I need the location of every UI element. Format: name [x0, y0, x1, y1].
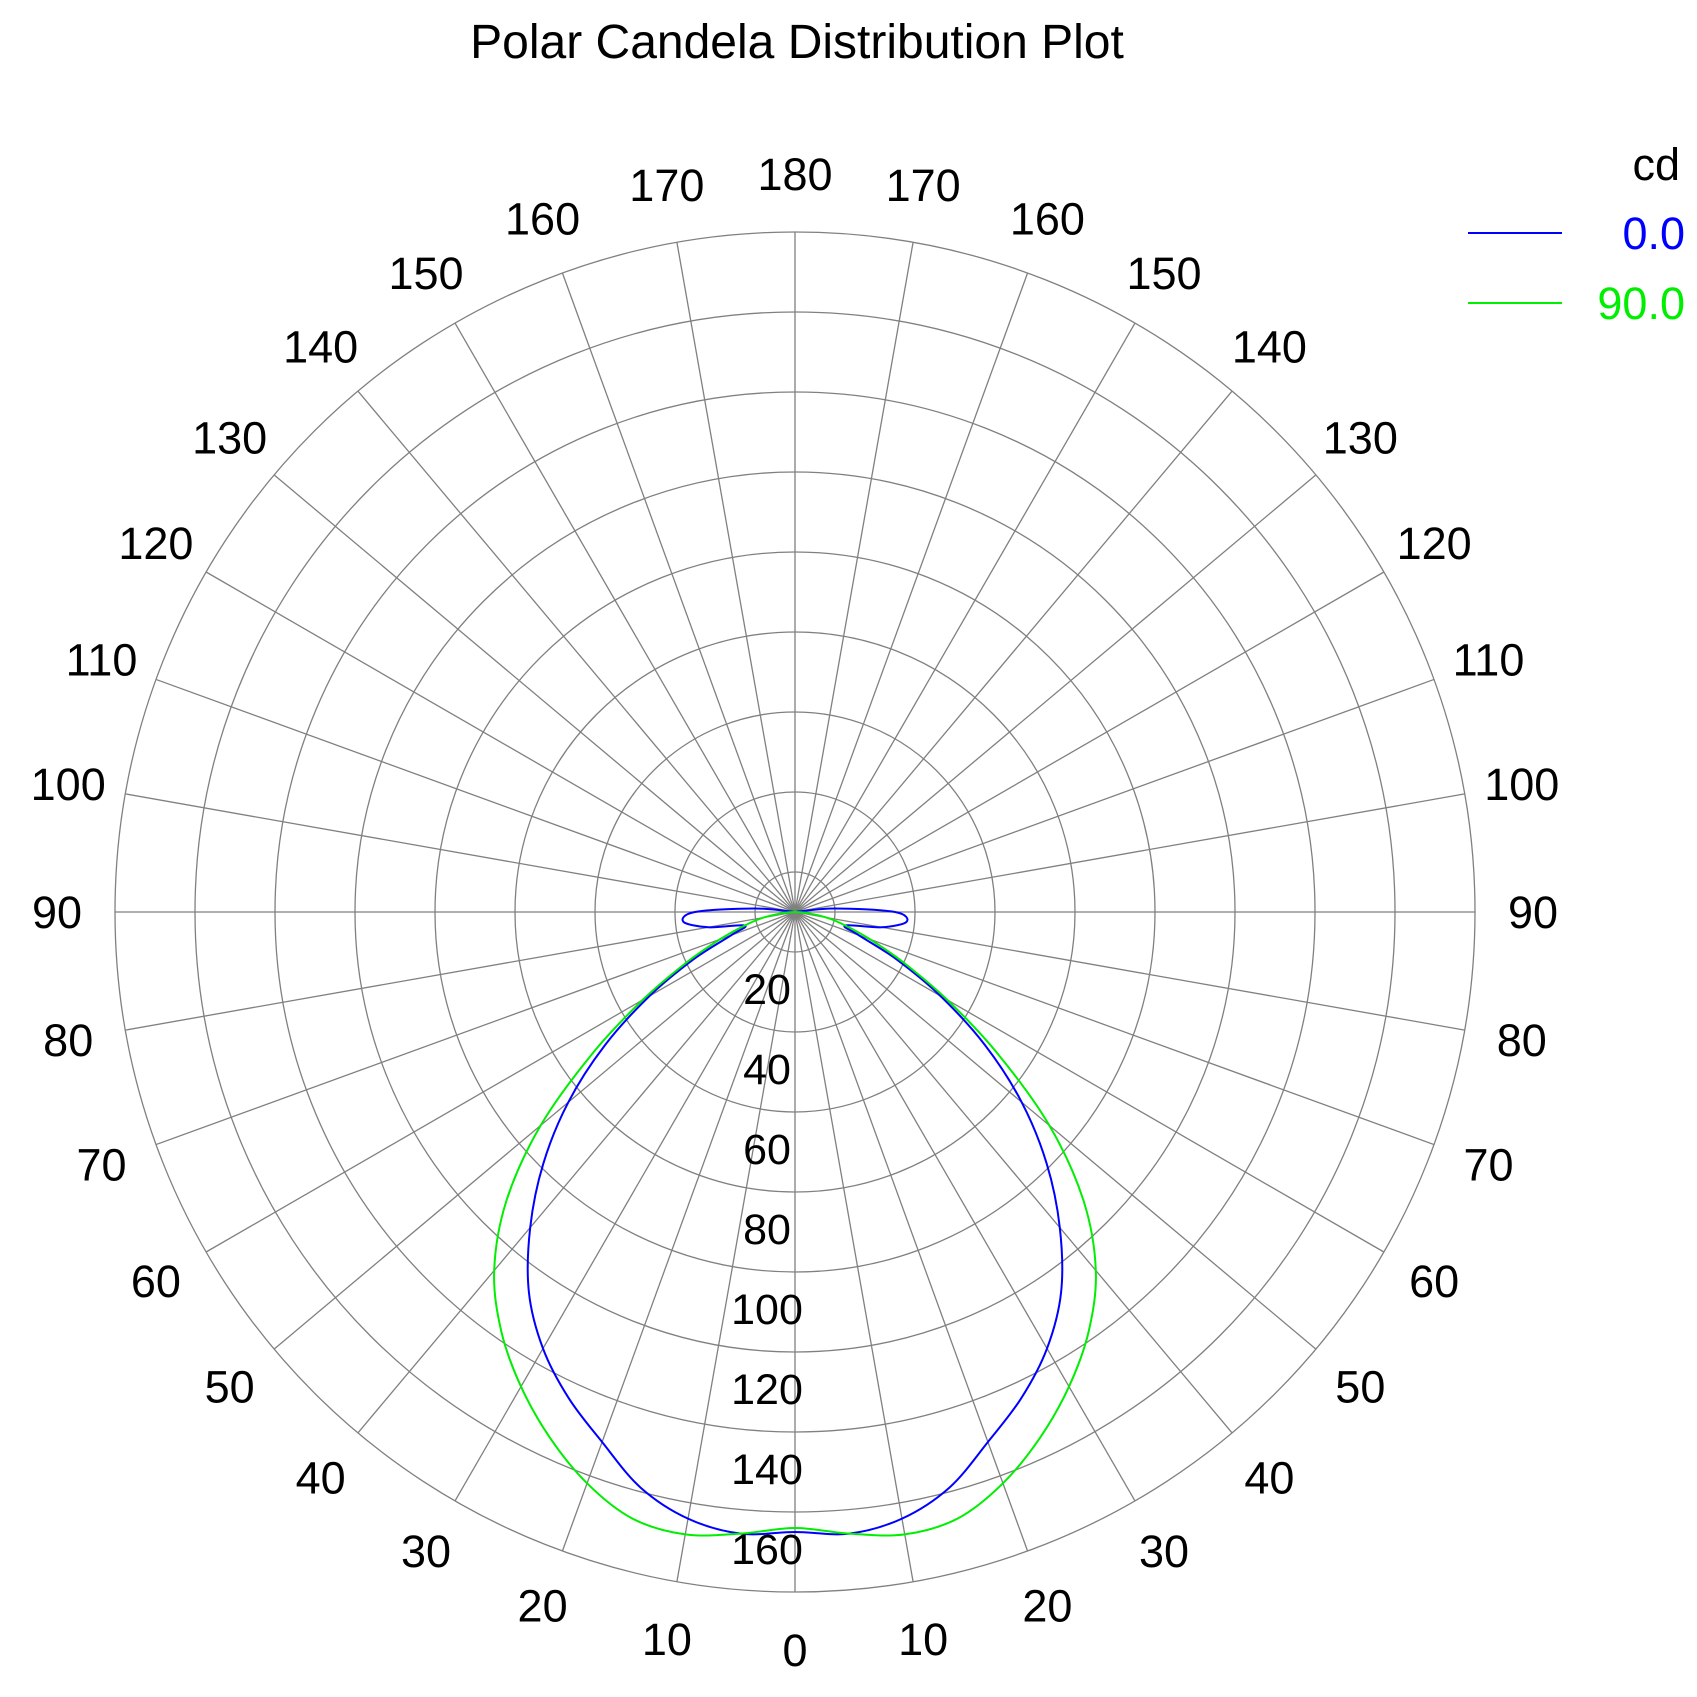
angle-label-left-80: 80 — [43, 1015, 93, 1066]
angle-label-right-90: 90 — [1508, 887, 1558, 938]
legend-label-1: 90.0 — [1597, 278, 1685, 329]
legend-unit-label: cd — [1632, 139, 1680, 190]
radial-tick-160: 160 — [731, 1526, 803, 1574]
series-curve-0 — [526, 907, 1064, 1536]
grid-spoke-120 — [794, 571, 1385, 913]
angle-label-left-170: 170 — [629, 160, 704, 211]
angle-label-right-10: 10 — [898, 1614, 948, 1665]
angle-label-left-180: 180 — [757, 149, 832, 200]
angle-label-left-30: 30 — [401, 1526, 451, 1577]
angle-label-left-0: 0 — [782, 1625, 807, 1676]
grid-spoke-260 — [125, 793, 796, 913]
radial-tick-60: 60 — [743, 1126, 791, 1174]
grid-spoke-170 — [794, 242, 914, 913]
grid-spoke-50 — [794, 911, 1317, 1350]
grid-spoke-20 — [794, 911, 1029, 1552]
grid-spoke-340 — [561, 911, 796, 1552]
grid-spoke-60 — [794, 911, 1385, 1253]
angle-label-right-170: 170 — [886, 160, 961, 211]
grid-spoke-130 — [794, 474, 1317, 913]
radial-tick-labels: 20 40 60 80 100 120 140 160 — [731, 966, 803, 1574]
grid-spoke-70 — [794, 911, 1435, 1146]
angle-label-right-140: 140 — [1232, 322, 1307, 373]
legend: cd 0.0 90.0 — [1468, 139, 1685, 329]
angle-label-right-160: 160 — [1010, 194, 1085, 245]
angle-label-left-100: 100 — [31, 759, 106, 810]
grid-spokes — [115, 232, 1475, 1592]
grid-spoke-350 — [676, 911, 796, 1582]
grid-spoke-330 — [454, 911, 796, 1502]
angle-label-right-130: 130 — [1323, 413, 1398, 464]
grid-spoke-40 — [794, 911, 1233, 1434]
grid-spoke-140 — [794, 390, 1233, 913]
grid-spoke-320 — [357, 911, 796, 1434]
angle-label-left-160: 160 — [505, 194, 580, 245]
angle-label-left-90: 90 — [32, 887, 82, 938]
radial-tick-40: 40 — [743, 1046, 791, 1094]
grid-spoke-290 — [155, 911, 796, 1146]
radial-tick-100: 100 — [731, 1286, 803, 1334]
angle-label-right-70: 70 — [1463, 1139, 1513, 1190]
grid-spoke-220 — [357, 390, 796, 913]
angle-label-right-20: 20 — [1022, 1580, 1072, 1631]
radial-tick-80: 80 — [743, 1206, 791, 1254]
angle-label-left-40: 40 — [296, 1452, 346, 1503]
angle-label-left-60: 60 — [131, 1256, 181, 1307]
angle-label-left-120: 120 — [118, 518, 193, 569]
angle-label-right-30: 30 — [1139, 1526, 1189, 1577]
angle-label-right-50: 50 — [1335, 1361, 1385, 1412]
series-curve-1 — [493, 910, 1097, 1537]
angle-label-left-150: 150 — [388, 248, 463, 299]
grid-spoke-240 — [205, 571, 796, 913]
radial-tick-140: 140 — [731, 1446, 803, 1494]
grid-spoke-200 — [561, 272, 796, 913]
angle-label-right-40: 40 — [1244, 1452, 1294, 1503]
angle-label-left-130: 130 — [192, 413, 267, 464]
grid-spoke-160 — [794, 272, 1029, 913]
angle-label-right-60: 60 — [1409, 1256, 1459, 1307]
series-curves — [493, 907, 1097, 1537]
angle-label-left-140: 140 — [283, 322, 358, 373]
grid-spoke-150 — [794, 322, 1136, 913]
grid-spoke-100 — [794, 793, 1465, 913]
angle-label-right-150: 150 — [1126, 248, 1201, 299]
radial-tick-20: 20 — [743, 966, 791, 1014]
angle-label-right-80: 80 — [1497, 1015, 1547, 1066]
grid-spoke-30 — [794, 911, 1136, 1502]
angle-label-left-70: 70 — [76, 1139, 126, 1190]
grid-spoke-300 — [205, 911, 796, 1253]
angle-label-right-110: 110 — [1453, 635, 1525, 686]
grid-spoke-210 — [454, 322, 796, 913]
chart-title: Polar Candela Distribution Plot — [470, 16, 1124, 69]
angle-label-right-100: 100 — [1484, 759, 1559, 810]
grid-spoke-250 — [155, 678, 796, 913]
legend-label-0: 0.0 — [1622, 208, 1685, 259]
grid-spoke-110 — [794, 678, 1435, 913]
grid-spoke-230 — [273, 474, 796, 913]
radial-tick-120: 120 — [731, 1366, 803, 1414]
grid-spoke-80 — [794, 911, 1465, 1031]
angle-label-left-10: 10 — [642, 1614, 692, 1665]
angle-label-left-50: 50 — [205, 1361, 255, 1412]
angle-label-left-20: 20 — [518, 1580, 568, 1631]
grid-spoke-190 — [676, 242, 796, 913]
angle-label-left-110: 110 — [66, 635, 138, 686]
grid-spoke-10 — [794, 911, 914, 1582]
angle-labels: 0 10 20 30 40 50 60 70 80 90 100 110 120 130 140 150 160… — [31, 149, 1560, 1676]
angle-label-right-120: 120 — [1397, 518, 1472, 569]
grid-spoke-280 — [125, 911, 796, 1031]
grid-spoke-310 — [273, 911, 796, 1350]
